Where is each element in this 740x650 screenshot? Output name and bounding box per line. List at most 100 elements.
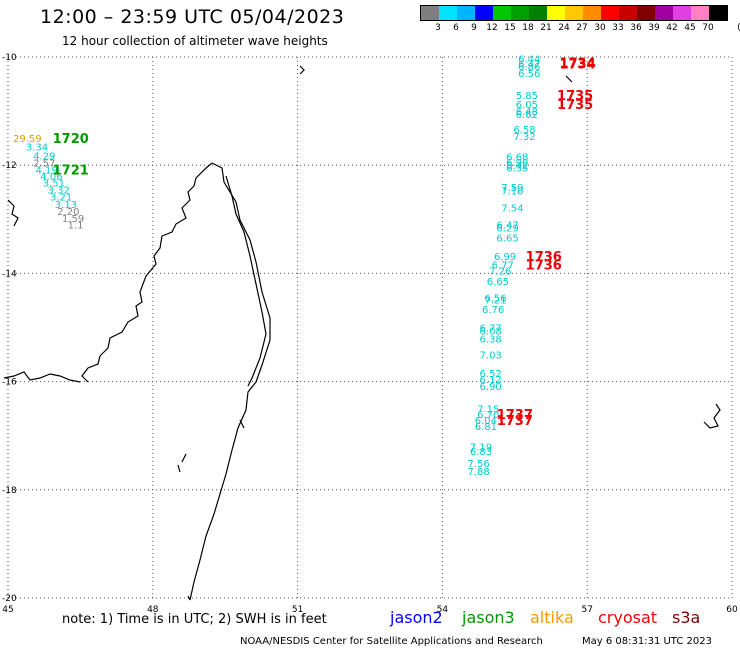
map-title: 12:00 – 23:59 UTC 05/04/2023	[40, 6, 345, 28]
longitude-tick-label: 45	[2, 605, 13, 615]
wave-height-value: 6.56	[518, 69, 540, 80]
latitude-tick-label: -12	[2, 161, 17, 171]
comoros-coastline	[3, 199, 81, 383]
wave-height-value: 6.76	[482, 305, 504, 316]
color-scale-swatch	[673, 6, 691, 20]
color-scale-boxes	[420, 5, 728, 21]
wave-height-value: 7.54	[501, 203, 523, 214]
color-scale-label: 21	[540, 23, 552, 33]
color-scale-swatch	[601, 6, 619, 20]
mascarene-coastline	[703, 403, 721, 429]
color-scale-swatch	[547, 6, 565, 20]
wave-height-value: 2.20	[57, 207, 79, 218]
pass-time-label: 1736	[526, 250, 562, 265]
small-islands	[177, 65, 573, 473]
pass-time-label: 1734	[559, 56, 595, 71]
wave-height-value: 7.26	[489, 267, 511, 278]
legend-item-altika: altika	[530, 608, 574, 627]
color-scale-swatch	[457, 6, 475, 20]
wave-height-value: 6.65	[487, 277, 509, 288]
pass-time-label: 1737	[497, 414, 533, 429]
wave-height-value: 6.12	[480, 375, 502, 386]
pass-time-label: 1721	[53, 164, 89, 179]
madagascar-coastline	[81, 162, 271, 601]
wave-height-value: 6.35	[506, 163, 528, 174]
latitude-tick-label: -10	[2, 53, 17, 63]
coastline	[3, 65, 721, 601]
wave-height-value: 6.68	[506, 153, 528, 164]
wave-height-value: 6.38	[480, 334, 502, 345]
map-subtitle: 12 hour collection of altimeter wave hei…	[62, 34, 328, 48]
wave-height-value: 6.47	[496, 221, 518, 232]
wave-height-value: 6.47	[518, 59, 540, 70]
wave-height-value: 6.44	[518, 55, 540, 66]
color-scale-label: 18	[522, 23, 534, 33]
wave-height-value: 4.06	[40, 172, 62, 183]
pass-time-label: 1720	[53, 132, 89, 147]
wave-height-value: 7.59	[501, 183, 523, 194]
wave-height-value: 6.08	[480, 327, 502, 338]
color-scale-swatch	[637, 6, 655, 20]
wave-height-value: 6.81	[475, 422, 497, 433]
color-scale-swatch	[529, 6, 547, 20]
color-scale-swatch	[511, 6, 529, 20]
longitude-tick-label: 60	[726, 605, 738, 615]
legend-item-jason2: jason2	[390, 608, 443, 627]
wave-height-value: 4.29	[33, 151, 55, 162]
footnote: note: 1) Time is in UTC; 2) SWH is in fe…	[62, 612, 327, 627]
wave-height-value: 6.90	[506, 158, 528, 169]
color-scale-swatch	[565, 6, 583, 20]
wave-height-value: 5.85	[516, 91, 538, 102]
wave-height-value: 6.99	[494, 252, 516, 263]
wave-height-value: 7.88	[467, 467, 489, 478]
wave-height-value: 6.83	[470, 447, 492, 458]
legend-item-cryosat: cryosat	[598, 608, 658, 627]
pass-time-label: 1736	[526, 259, 562, 274]
pass-time-label: 1734	[559, 57, 595, 72]
wave-height-value: 6.48	[516, 107, 538, 118]
latitude-tick-label: -14	[2, 269, 17, 279]
wave-height-value: 7.21	[484, 295, 506, 306]
wave-height-value: 4.19	[35, 166, 57, 177]
generated-timestamp: May 6 08:31:31 UTC 2023	[582, 636, 712, 647]
wave-height-value: 6.77	[492, 261, 514, 272]
color-scale-swatch	[439, 6, 457, 20]
color-scale-label: 12	[486, 23, 498, 33]
wave-height-value: 6.77	[480, 324, 502, 335]
wave-height-value: 3.32	[48, 186, 70, 197]
wave-height-value: 3.13	[55, 200, 77, 211]
color-scale-label: 42	[666, 23, 678, 33]
wave-height-value: 3.51	[43, 179, 65, 190]
color-scale-label: 30	[594, 23, 606, 33]
wave-height-value: 6.52	[480, 369, 502, 380]
color-scale-swatch	[691, 6, 709, 20]
color-scale-swatch	[493, 6, 511, 20]
wave-height-value: 1.1	[68, 221, 84, 232]
latitude-tick-label: -18	[2, 486, 17, 496]
wave-height-value: 6.42	[506, 161, 528, 172]
wave-height-value: 7.32	[513, 132, 535, 143]
wave-height-value: 6.04	[475, 416, 497, 427]
wave-height-value: 6.86	[518, 62, 540, 73]
pass-time-label: 1735	[557, 98, 593, 113]
wave-height-value: 6.65	[496, 234, 518, 245]
color-scale-swatch	[475, 6, 493, 20]
color-scale-label: 39	[648, 23, 660, 33]
map-grid	[7, 56, 733, 599]
legend-item-s3a: s3a	[672, 608, 701, 627]
longitude-tick-label: 54	[437, 605, 449, 615]
wave-height-value: 6.29	[496, 223, 518, 234]
wave-height-value: 7.56	[467, 459, 489, 470]
axis-labels: 45 48 51 54 57 60 -10 -12 -14 -16 -18 -20	[2, 53, 738, 615]
wave-height-value: 7.15	[477, 405, 499, 416]
wave-height-value: 6.90	[480, 382, 502, 393]
color-scale-label: 33	[612, 23, 624, 33]
color-scale-swatch	[655, 6, 673, 20]
color-scale-label: 36	[630, 23, 642, 33]
color-scale-swatch	[583, 6, 601, 20]
wave-height-value: 7.03	[480, 351, 502, 362]
color-scale-label: 15	[504, 23, 516, 33]
color-scale-label: 3	[435, 23, 441, 33]
latitude-tick-label: -20	[2, 594, 17, 604]
